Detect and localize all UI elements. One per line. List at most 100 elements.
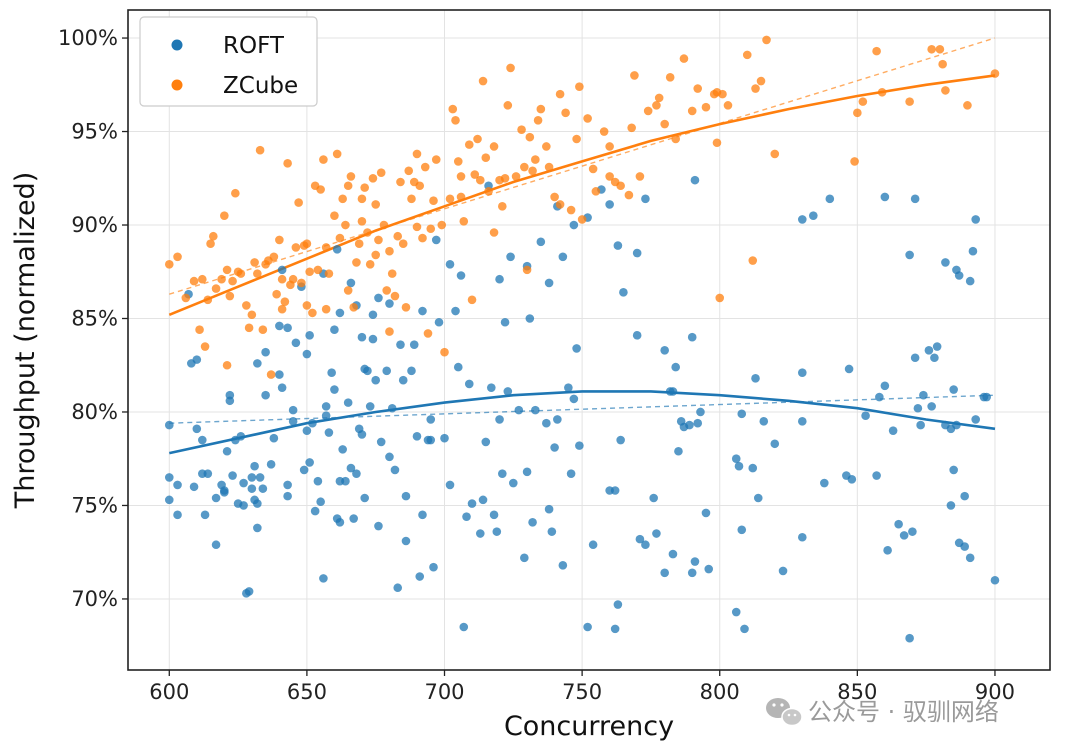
- data-point: [429, 196, 438, 206]
- data-point: [225, 396, 235, 406]
- data-point: [305, 267, 314, 277]
- data-point: [960, 491, 969, 501]
- data-point: [525, 314, 535, 323]
- data-point: [509, 478, 518, 488]
- data-point: [426, 415, 436, 424]
- data-point: [283, 323, 292, 333]
- data-point: [288, 405, 298, 415]
- data-point: [429, 562, 438, 572]
- data-point: [173, 252, 182, 262]
- data-point: [731, 607, 741, 617]
- data-point: [687, 568, 697, 578]
- data-point: [398, 375, 408, 385]
- data-point: [374, 521, 383, 531]
- data-point: [687, 332, 697, 342]
- data-point: [475, 175, 485, 185]
- data-point: [283, 491, 292, 501]
- axis-ticks: 600 650 700 750 800 850 900 70% 75% 80% 85% 90% 95% 1…: [58, 26, 1015, 704]
- data-point: [343, 181, 353, 191]
- y-tick-label: 75%: [71, 493, 118, 517]
- wechat-icon: [766, 698, 803, 727]
- data-point: [341, 476, 350, 486]
- data-point: [575, 82, 584, 91]
- data-point: [660, 345, 669, 355]
- data-point: [927, 402, 936, 411]
- data-point: [514, 405, 524, 415]
- data-point: [737, 409, 747, 419]
- data-point: [588, 540, 598, 550]
- data-point: [451, 116, 460, 125]
- data-point: [195, 325, 204, 335]
- data-point: [288, 417, 298, 426]
- data-point: [756, 76, 766, 86]
- watermark-text: 公众号 · 驭驯网络: [808, 698, 999, 726]
- data-point: [880, 381, 890, 391]
- data-point: [343, 398, 353, 407]
- data-point: [544, 504, 554, 514]
- data-point: [294, 198, 303, 207]
- data-point: [385, 327, 394, 336]
- legend-box: [139, 16, 318, 107]
- data-point: [368, 173, 378, 183]
- data-point: [952, 420, 961, 430]
- data-point: [272, 289, 281, 299]
- data-point: [222, 360, 232, 370]
- data-point: [965, 276, 975, 286]
- data-point: [374, 293, 383, 303]
- data-point: [390, 465, 400, 475]
- data-point: [412, 222, 422, 232]
- data-point: [236, 269, 246, 278]
- data-point: [517, 125, 526, 134]
- data-point: [616, 435, 625, 445]
- data-point: [960, 542, 969, 551]
- data-point: [164, 473, 174, 482]
- data-point: [275, 321, 284, 331]
- data-point: [198, 274, 207, 284]
- data-point: [269, 433, 279, 443]
- data-point: [605, 200, 614, 209]
- data-point: [844, 364, 854, 374]
- data-point: [291, 338, 301, 348]
- data-point: [660, 119, 669, 129]
- fit-lines: [168, 37, 996, 455]
- fit-line-roft-linear: [169, 394, 996, 424]
- data-point: [357, 216, 367, 226]
- data-point: [376, 168, 386, 177]
- data-point: [751, 84, 760, 93]
- data-point: [244, 323, 254, 333]
- data-point: [401, 491, 411, 501]
- x-tick-label: 750: [562, 680, 602, 704]
- data-point: [690, 557, 700, 566]
- data-point: [376, 437, 386, 447]
- data-point: [533, 116, 543, 125]
- data-point: [396, 177, 405, 187]
- data-point: [564, 383, 573, 392]
- data-point: [321, 411, 331, 421]
- data-point: [253, 359, 262, 368]
- data-point: [965, 553, 975, 563]
- data-point: [883, 546, 892, 555]
- data-point: [203, 295, 213, 305]
- data-point: [371, 250, 381, 260]
- data-point: [346, 463, 356, 473]
- data-point: [332, 149, 342, 159]
- data-point: [431, 155, 441, 164]
- data-point: [360, 493, 369, 503]
- data-point: [360, 183, 369, 192]
- data-point: [338, 194, 347, 204]
- data-point: [456, 192, 466, 202]
- data-point: [189, 482, 199, 492]
- data-point: [302, 239, 312, 249]
- data-point: [253, 523, 262, 533]
- data-point: [164, 259, 174, 269]
- data-point: [506, 63, 515, 73]
- data-point: [797, 215, 807, 224]
- data-point: [253, 269, 262, 278]
- data-point: [511, 172, 521, 181]
- data-point: [503, 387, 513, 396]
- data-point: [335, 517, 345, 527]
- data-point: [181, 293, 191, 303]
- data-point: [555, 89, 565, 99]
- data-point: [737, 525, 747, 535]
